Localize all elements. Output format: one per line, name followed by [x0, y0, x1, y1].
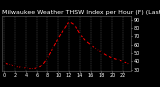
Text: Milwaukee Weather THSW Index per Hour (F) (Last 24 Hours): Milwaukee Weather THSW Index per Hour (F…: [2, 10, 160, 15]
